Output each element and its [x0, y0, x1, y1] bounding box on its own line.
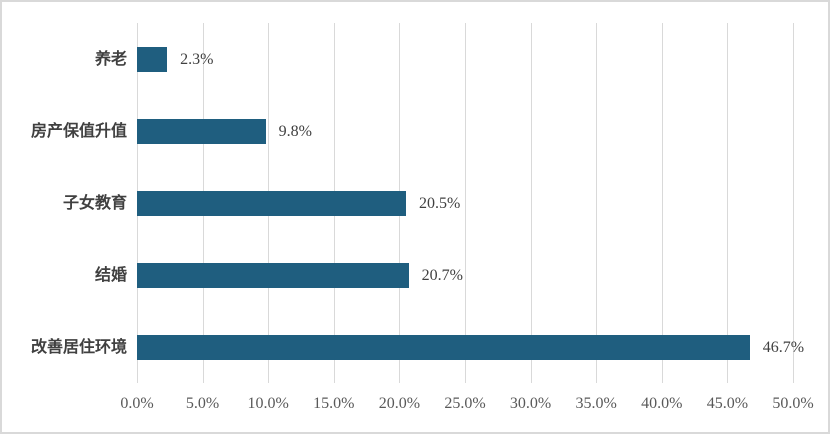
x-tick-label: 15.0% [313, 395, 355, 412]
category-label: 改善居住环境 [30, 338, 127, 356]
x-tick-label: 5.0% [185, 395, 220, 412]
bar-房产保值升值 [137, 118, 266, 144]
gridline [596, 23, 598, 383]
x-tick-label: 0.0% [120, 395, 154, 412]
x-tick-label: 50.0% [772, 395, 814, 412]
x-tick-label: 25.0% [444, 395, 486, 412]
bar-养老 [137, 46, 168, 72]
category-label: 结婚 [94, 266, 127, 284]
value-label: 46.7% [762, 338, 805, 356]
value-label: 20.7% [421, 266, 463, 284]
category-label: 养老 [94, 50, 127, 68]
value-label: 9.8% [278, 122, 312, 140]
gridline [793, 23, 794, 383]
value-label: 20.5% [418, 194, 461, 212]
gridline [465, 23, 466, 383]
x-tick-label: 35.0% [575, 395, 617, 412]
x-tick-label: 30.0% [509, 395, 552, 412]
gridline [661, 23, 663, 383]
x-tick-label: 10.0% [247, 395, 289, 412]
x-tick-label: 20.0% [378, 395, 421, 412]
bar-改善居住环境 [137, 334, 750, 360]
category-label: 子女教育 [62, 194, 127, 212]
gridline [727, 23, 729, 383]
x-tick-label: 45.0% [706, 395, 749, 412]
bar-结婚 [137, 262, 409, 288]
bar-子女教育 [137, 190, 406, 216]
gridline [530, 23, 532, 383]
category-label: 房产保值升值 [30, 122, 127, 140]
value-label: 2.3% [180, 50, 214, 68]
x-tick-label: 40.0% [641, 395, 683, 412]
